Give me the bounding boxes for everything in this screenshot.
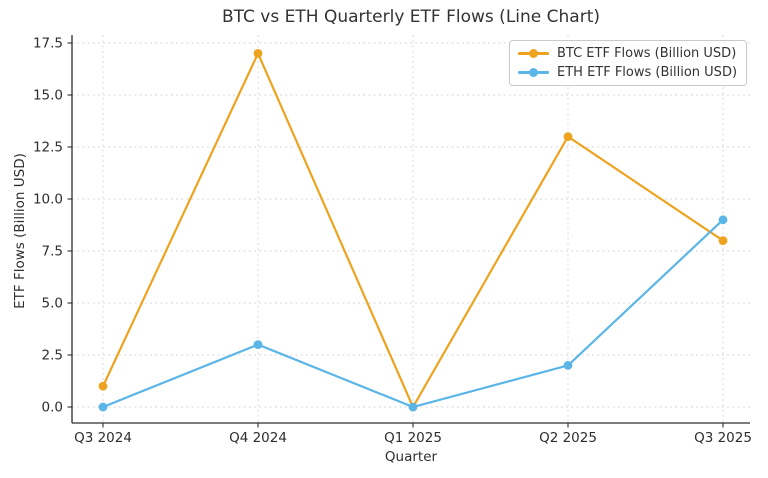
btc-data-point-q3-2025 xyxy=(718,236,728,246)
eth-data-point-q2-2025 xyxy=(563,361,573,370)
y-axis-label: ETF Flows (Billion USD) xyxy=(12,153,28,309)
y-tick-label: 17.5 xyxy=(33,36,63,52)
x-tick-label: Q3 2025 xyxy=(694,430,752,446)
btc-legend-marker xyxy=(518,49,549,58)
eth-legend-marker xyxy=(518,68,549,77)
eth-data-point-q3-2024 xyxy=(98,402,108,412)
btc-legend-label: BTC ETF Flows (Billion USD) xyxy=(557,46,737,61)
legend: BTC ETF Flows (Billion USD) ETH ETF Flow… xyxy=(509,40,748,86)
eth-data-point-q1-2025 xyxy=(408,402,418,412)
btc-data-point-q3-2024 xyxy=(98,381,108,391)
y-tick-label: 5.0 xyxy=(42,296,63,312)
btc-data-point-q2-2025 xyxy=(563,132,573,142)
x-tick-label: Q1 2025 xyxy=(384,430,442,446)
legend-item-btc: BTC ETF Flows (Billion USD) xyxy=(518,46,737,61)
chart-title: BTC vs ETH Quarterly ETF Flows (Line Cha… xyxy=(221,7,600,27)
y-tick-label: 12.5 xyxy=(33,140,63,156)
eth-legend-label: ETH ETF Flows (Billion USD) xyxy=(557,65,738,80)
x-tick-label: Q2 2025 xyxy=(539,430,597,446)
x-tick-label: Q4 2024 xyxy=(229,430,287,446)
btc-data-point-q4-2024 xyxy=(253,49,263,58)
eth-data-point-q4-2024 xyxy=(253,340,263,349)
eth-data-point-q3-2025 xyxy=(718,215,728,225)
x-axis-label: Quarter xyxy=(384,449,438,465)
y-tick-label: 10.0 xyxy=(33,192,63,208)
y-tick-label: 2.5 xyxy=(42,348,63,364)
y-tick-label: 15.0 xyxy=(33,88,63,104)
legend-item-eth: ETH ETF Flows (Billion USD) xyxy=(518,65,737,80)
y-tick-label: 7.5 xyxy=(42,244,63,260)
y-tick-label: 0.0 xyxy=(42,400,63,416)
x-tick-label: Q3 2024 xyxy=(74,430,132,446)
